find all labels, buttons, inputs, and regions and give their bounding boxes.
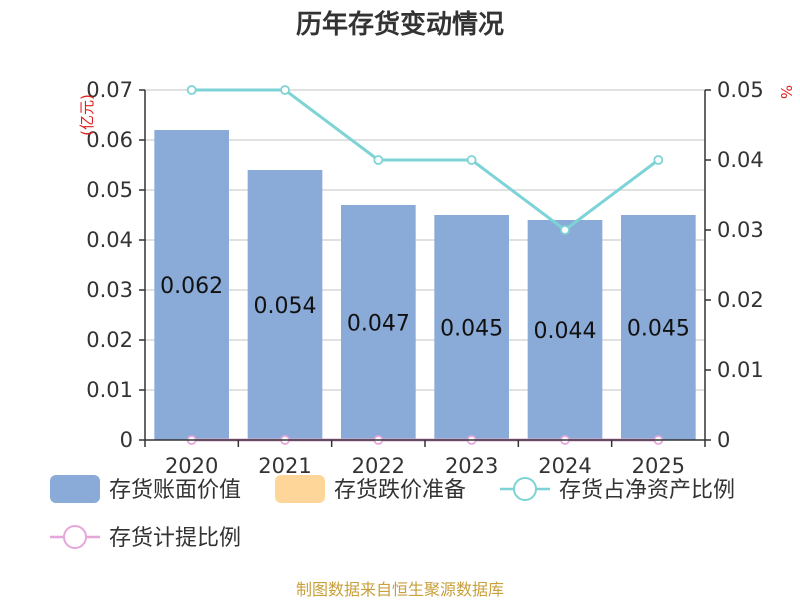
bar-value-label: 0.045 — [440, 317, 503, 342]
line-point — [186, 85, 197, 95]
line-point — [560, 225, 570, 235]
bar — [434, 215, 509, 440]
right-tick-label: 0.03 — [717, 218, 764, 242]
source-note: 制图数据来自恒生聚源数据库 — [296, 580, 504, 599]
x-tick-label: 2024 — [538, 454, 591, 478]
bar-value-label: 0.044 — [534, 319, 597, 344]
bar — [247, 170, 323, 440]
chart-title: 历年存货变动情况 — [296, 9, 504, 40]
legend-swatch-1 — [275, 475, 325, 503]
bar — [621, 215, 696, 440]
line-point — [466, 155, 477, 165]
line-point — [280, 85, 290, 95]
legend-label-2: 存货占净资产比例 — [559, 478, 735, 503]
left-tick-label: 0.06 — [86, 128, 133, 152]
series-line-2 — [191, 88, 660, 232]
bars — [154, 130, 696, 440]
bar — [527, 220, 603, 440]
left-tick-label: 0.07 — [86, 78, 133, 102]
bar-value-label: 0.054 — [254, 294, 317, 319]
left-tick-label: 0.04 — [86, 228, 133, 252]
x-tick-label: 2021 — [258, 454, 311, 478]
left-tick-label: 0.01 — [86, 378, 133, 402]
x-tick-label: 2020 — [165, 454, 218, 478]
bar-value-label: 0.045 — [627, 317, 690, 342]
right-axis-unit: % — [777, 85, 795, 99]
legend-label-3: 存货计提比例 — [109, 526, 241, 551]
bar — [341, 205, 416, 440]
right-tick-label: 0.04 — [717, 148, 764, 172]
legend-swatch-marker-2 — [513, 477, 537, 501]
bar-value-label: 0.047 — [347, 312, 410, 337]
right-tick-label: 0.05 — [717, 78, 764, 102]
legend-swatch-0 — [50, 475, 100, 503]
right-tick-label: 0.01 — [717, 358, 764, 382]
bar-labels: 0.062 0.054 0.047 0.045 0.044 0.045 — [160, 274, 690, 344]
line-point — [373, 155, 384, 165]
x-tick-label: 2023 — [445, 454, 498, 478]
bar-value-label: 0.062 — [160, 274, 223, 299]
left-axis-unit: (亿元) — [78, 94, 96, 136]
left-tick-label: 0.05 — [86, 178, 133, 202]
right-tick-label: 0 — [717, 428, 730, 452]
left-tick-label: 0.03 — [86, 278, 133, 302]
legend-label-1: 存货跌价准备 — [334, 478, 466, 503]
bar — [154, 130, 229, 440]
legend-label-0: 存货账面价值 — [109, 478, 241, 503]
legend-swatch-marker-3 — [63, 525, 87, 549]
axes: 0 0.01 0.02 0.03 0.04 0.05 0.06 0.07 0 0.01 0.02 0.… — [86, 78, 764, 478]
x-tick-label: 2025 — [632, 454, 685, 478]
line-point — [653, 155, 664, 165]
x-tick-label: 2022 — [352, 454, 405, 478]
left-tick-label: 0 — [120, 428, 133, 452]
left-tick-label: 0.02 — [86, 328, 133, 352]
right-tick-label: 0.02 — [717, 288, 764, 312]
